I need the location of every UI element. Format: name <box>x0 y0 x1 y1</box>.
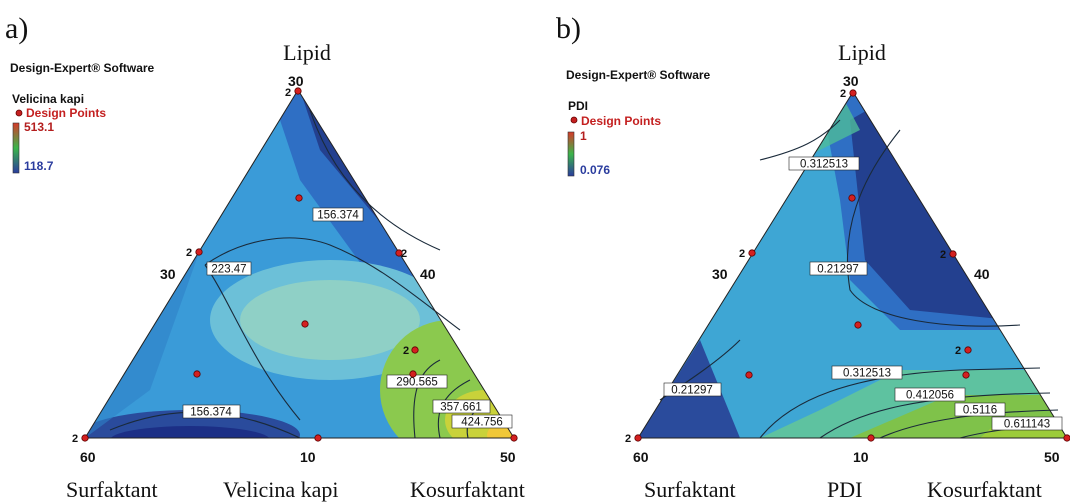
panel-b-contour-label: 0.5116 <box>963 405 997 417</box>
legend-design-point-icon <box>570 116 578 124</box>
tick-label: 10 <box>300 449 316 465</box>
design-point <box>949 250 957 258</box>
panel-a-legend-max: 513.1 <box>24 120 54 134</box>
panel-b: b) Design-Expert® Software PDI Design Po… <box>556 12 1070 502</box>
panel-b-design-points <box>634 89 1070 442</box>
tick-label: 50 <box>1044 449 1060 465</box>
panel-a: a) Design-Expert® Software Velicina kapi… <box>5 12 525 502</box>
replicate-marker: 2 <box>940 249 946 261</box>
design-point <box>294 87 302 95</box>
design-point <box>510 434 518 442</box>
panel-a-vertex-left-label: Surfaktant <box>66 477 158 502</box>
panel-a-software: Design-Expert® Software <box>10 61 155 75</box>
tick-label: 30 <box>712 266 728 282</box>
design-point <box>854 321 862 329</box>
panel-a-legend-design-points: Design Points <box>26 106 106 120</box>
tick-label: 40 <box>420 266 436 282</box>
panel-a-contour-label: 223.47 <box>211 264 246 276</box>
panel-b-vertex-left-label: Surfaktant <box>644 477 736 502</box>
design-point <box>1063 434 1070 442</box>
design-point <box>962 371 970 379</box>
tick-label: 50 <box>500 449 516 465</box>
design-point <box>81 434 89 442</box>
panel-b-color-legend-bar <box>567 131 575 177</box>
design-point <box>748 249 756 257</box>
design-point <box>867 434 875 442</box>
panel-a-vertex-right-label: Kosurfaktant <box>410 477 525 502</box>
panel-b-triangle <box>637 91 1068 439</box>
panel-b-contour-label: 0.412056 <box>906 390 954 402</box>
panel-a-color-legend-bar <box>12 122 20 174</box>
panel-b-contour-label: 0.312513 <box>800 159 848 171</box>
panel-b-software: Design-Expert® Software <box>566 68 711 82</box>
panel-a-contour-label: 156.374 <box>317 210 359 222</box>
panel-b-legend-min: 0.076 <box>580 163 610 177</box>
panel-a-vertex-top-label: Lipid <box>283 40 331 65</box>
panel-b-response-name: PDI <box>568 99 588 113</box>
design-point <box>409 370 417 378</box>
replicate-marker: 2 <box>72 433 78 445</box>
design-point <box>745 371 753 379</box>
panel-b-legend-max: 1 <box>580 129 587 143</box>
panel-a-contour-label: 357.661 <box>440 402 482 414</box>
panel-a-contour-label: 156.374 <box>190 407 232 419</box>
tick-label: 30 <box>843 73 859 89</box>
panel-b-bottom-title: PDI <box>827 477 862 502</box>
replicate-marker: 2 <box>955 345 961 357</box>
panel-a-design-points <box>81 87 518 442</box>
replicate-marker: 2 <box>739 248 745 260</box>
replicate-marker: 2 <box>285 87 291 99</box>
replicate-marker: 2 <box>840 88 846 100</box>
design-point <box>411 346 419 354</box>
replicate-marker: 2 <box>401 248 407 260</box>
panel-b-legend-design-points: Design Points <box>581 114 661 128</box>
replicate-marker: 2 <box>403 345 409 357</box>
tick-label: 30 <box>160 266 176 282</box>
design-point <box>195 248 203 256</box>
replicate-marker: 2 <box>625 433 631 445</box>
legend-design-point-icon <box>15 109 23 117</box>
design-point <box>964 346 972 354</box>
design-point <box>193 370 201 378</box>
tick-label: 10 <box>853 449 869 465</box>
design-point <box>849 89 857 97</box>
replicate-marker: 2 <box>186 247 192 259</box>
panel-b-contour-label: 0.611143 <box>1004 419 1050 431</box>
design-point <box>634 434 642 442</box>
panel-a-contour-label: 290.565 <box>396 377 438 389</box>
panel-a-label: a) <box>5 12 28 45</box>
panel-a-triangle <box>84 89 515 439</box>
panel-b-vertex-top-label: Lipid <box>838 40 886 65</box>
design-point <box>848 194 856 202</box>
design-point <box>301 320 309 328</box>
design-point <box>395 249 403 257</box>
tick-label: 30 <box>288 73 304 89</box>
panel-a-response-name: Velicina kapi <box>12 92 84 106</box>
tick-label: 60 <box>633 449 649 465</box>
panel-b-vertex-right-label: Kosurfaktant <box>927 477 1042 502</box>
panel-a-contour-label: 424.756 <box>461 417 503 429</box>
tick-label: 60 <box>80 449 96 465</box>
design-point <box>295 194 303 202</box>
panel-b-label: b) <box>556 12 581 45</box>
panel-b-contour-label: 0.21297 <box>671 385 713 397</box>
panel-b-contour-label: 0.21297 <box>817 264 859 276</box>
design-point <box>314 434 322 442</box>
tick-label: 40 <box>974 266 990 282</box>
panel-b-contour-label: 0.312513 <box>843 368 891 380</box>
panel-a-legend-min: 118.7 <box>24 159 54 173</box>
panel-a-bottom-title: Velicina kapi <box>223 477 338 502</box>
